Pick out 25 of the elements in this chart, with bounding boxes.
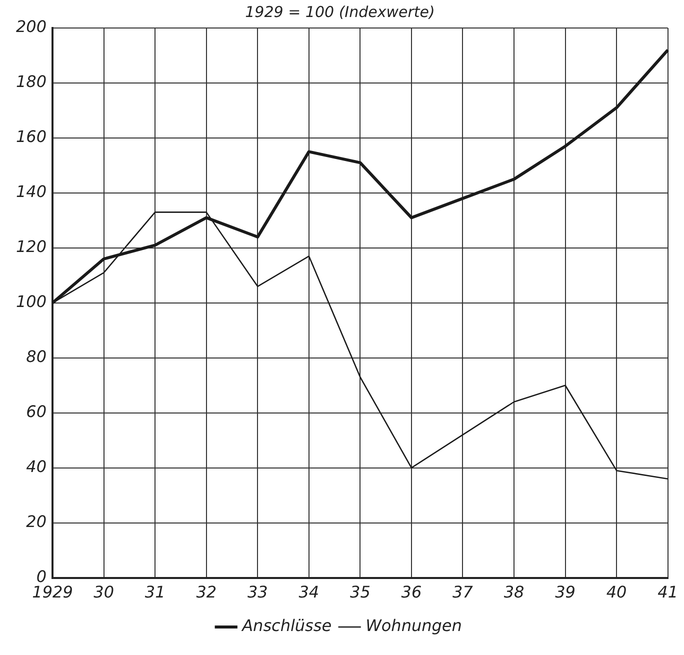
x-tick-label: 40 [606, 582, 627, 602]
x-tick-label: 30 [94, 582, 114, 602]
x-tick-label: 39 [555, 582, 576, 602]
x-tick-label: 38 [504, 582, 524, 602]
x-tick-label: 37 [452, 582, 474, 602]
y-tick-label: 160 [16, 127, 47, 146]
y-tick-label: 20 [26, 512, 47, 531]
y-tick-label: 140 [16, 182, 47, 202]
x-tick-label: 33 [247, 582, 268, 602]
legend-label: Wohnungen [366, 616, 462, 636]
y-tick-label: 60 [26, 402, 47, 422]
x-tick-label: 41 [658, 582, 678, 602]
y-tick-label: 120 [16, 237, 47, 256]
y-tick-label: 100 [16, 292, 47, 312]
y-tick-label: 180 [16, 72, 47, 92]
y-tick-label: 200 [16, 17, 47, 36]
y-tick-label: 80 [26, 347, 47, 366]
x-tick-label: 34 [298, 582, 320, 602]
x-tick-label: 31 [144, 582, 166, 602]
x-tick-label: 36 [401, 582, 422, 602]
x-tick-label: 32 [196, 582, 217, 602]
legend-label: Anschlüsse [241, 616, 332, 636]
y-tick-label: 40 [26, 456, 47, 476]
x-tick-label: 35 [350, 582, 370, 602]
chart-title: 1929 = 100 (Indexwerte) [245, 2, 435, 21]
